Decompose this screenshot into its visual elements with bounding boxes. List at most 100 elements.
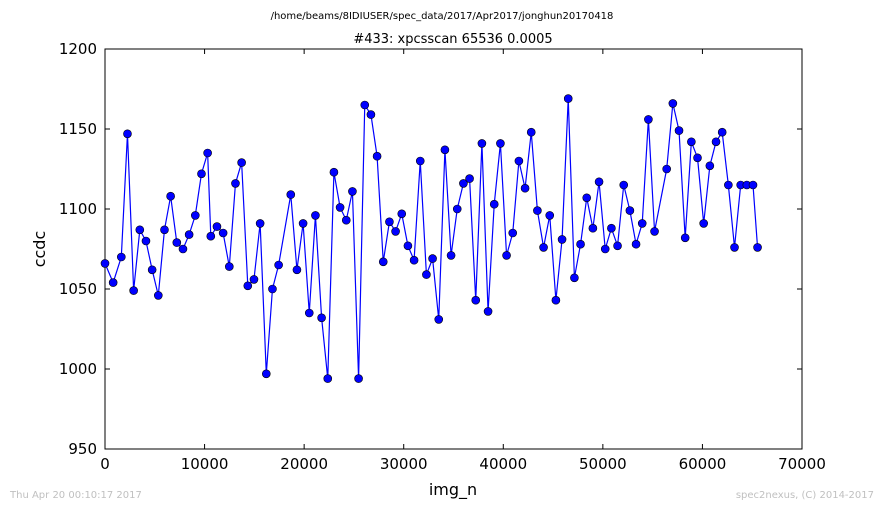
data-point	[397, 209, 407, 219]
data-point	[197, 169, 206, 179]
data-point	[724, 180, 733, 190]
data-point	[452, 204, 462, 214]
data-point	[323, 374, 333, 383]
data-point	[422, 270, 431, 279]
data-point	[570, 273, 579, 283]
data-point	[415, 156, 425, 166]
y-tick-label: 950	[68, 440, 97, 458]
data-point	[650, 227, 659, 236]
data-point	[434, 315, 444, 324]
data-point	[563, 94, 573, 103]
data-point	[687, 137, 696, 147]
data-point	[508, 228, 518, 238]
data-point	[705, 161, 715, 171]
data-point	[502, 251, 511, 260]
data-point	[631, 239, 641, 249]
data-point	[385, 217, 394, 227]
data-point	[520, 183, 530, 193]
data-point	[378, 257, 388, 267]
data-point	[391, 227, 400, 236]
data-point	[100, 259, 110, 268]
data-point	[123, 129, 132, 139]
series-group	[100, 94, 762, 383]
data-point	[730, 243, 739, 252]
data-point	[613, 241, 622, 251]
x-axis: 0 10000 20000 30000 40000 50000 60000 70000	[100, 49, 826, 473]
data-point	[129, 286, 138, 295]
data-point	[594, 177, 604, 187]
data-point	[680, 233, 690, 243]
data-point	[576, 239, 585, 249]
data-point	[551, 295, 561, 305]
data-point	[446, 251, 456, 260]
data-point	[674, 126, 684, 135]
data-point	[184, 230, 194, 239]
y-axis-label: ccdc	[30, 231, 49, 268]
x-tick-label: 70000	[778, 455, 826, 473]
data-point	[166, 191, 175, 201]
data-point	[255, 219, 265, 228]
data-point	[366, 110, 376, 119]
data-point	[135, 225, 145, 235]
data-point	[600, 244, 610, 254]
plot-area	[104, 48, 803, 450]
y-tick-label: 1100	[59, 200, 97, 218]
data-point	[191, 211, 200, 220]
footer-timestamp: Thu Apr 20 00:10:17 2017	[9, 490, 142, 501]
data-point	[172, 238, 182, 247]
data-point	[699, 219, 708, 228]
data-point	[261, 369, 271, 379]
data-point	[539, 243, 548, 252]
data-point	[459, 179, 468, 188]
data-point	[489, 199, 499, 209]
x-tick-label: 10000	[181, 455, 229, 473]
data-point	[249, 275, 259, 284]
footer-credit: spec2nexus, (C) 2014-2017	[736, 490, 874, 501]
data-point	[625, 206, 635, 215]
data-point	[477, 139, 487, 148]
data-point	[717, 127, 727, 137]
x-tick-label: 0	[100, 455, 110, 473]
data-point	[471, 295, 481, 305]
data-point	[711, 137, 721, 147]
data-point	[203, 148, 212, 158]
data-point	[514, 156, 524, 166]
data-point	[607, 223, 616, 233]
data-point	[668, 99, 678, 108]
data-point	[274, 260, 283, 270]
x-tick-label: 30000	[380, 455, 428, 473]
data-point	[292, 265, 302, 275]
data-point	[644, 115, 653, 124]
data-point	[154, 291, 163, 300]
data-point	[311, 211, 320, 220]
data-point	[178, 244, 188, 254]
data-point	[329, 167, 339, 177]
data-point	[218, 228, 228, 238]
data-point	[557, 235, 567, 244]
data-point	[117, 252, 126, 262]
data-point	[147, 265, 157, 275]
x-tick-label: 40000	[479, 455, 527, 473]
data-point	[341, 215, 351, 225]
data-point	[662, 164, 671, 174]
data-point	[141, 236, 151, 246]
x-tick-label: 20000	[280, 455, 328, 473]
data-point	[526, 127, 536, 137]
data-point	[465, 174, 474, 183]
data-point	[268, 284, 277, 294]
data-point	[335, 203, 345, 212]
data-point	[298, 219, 308, 228]
data-point	[545, 211, 555, 220]
data-point	[360, 100, 370, 110]
data-point	[231, 179, 240, 188]
data-point	[372, 151, 382, 161]
data-point	[212, 222, 222, 231]
data-point	[440, 145, 450, 155]
x-tick-label: 60000	[679, 455, 727, 473]
data-point	[237, 158, 246, 167]
data-point	[409, 255, 419, 265]
chart-title: #433: xpcsscan 65536 0.0005	[353, 32, 552, 47]
figure-supertitle: /home/beams/8IDIUSER/spec_data/2017/Apr2…	[271, 11, 614, 22]
data-point	[748, 180, 758, 190]
